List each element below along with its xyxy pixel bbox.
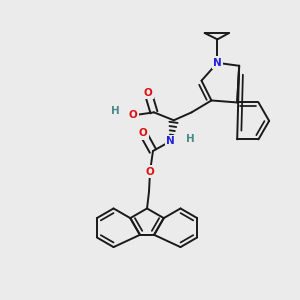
Text: H: H — [111, 106, 120, 116]
Text: H: H — [186, 134, 195, 144]
Text: N: N — [167, 136, 175, 146]
Text: O: O — [146, 167, 154, 177]
Text: O: O — [129, 110, 137, 120]
Text: O: O — [139, 128, 147, 138]
Text: O: O — [144, 88, 152, 98]
Text: N: N — [213, 58, 222, 68]
